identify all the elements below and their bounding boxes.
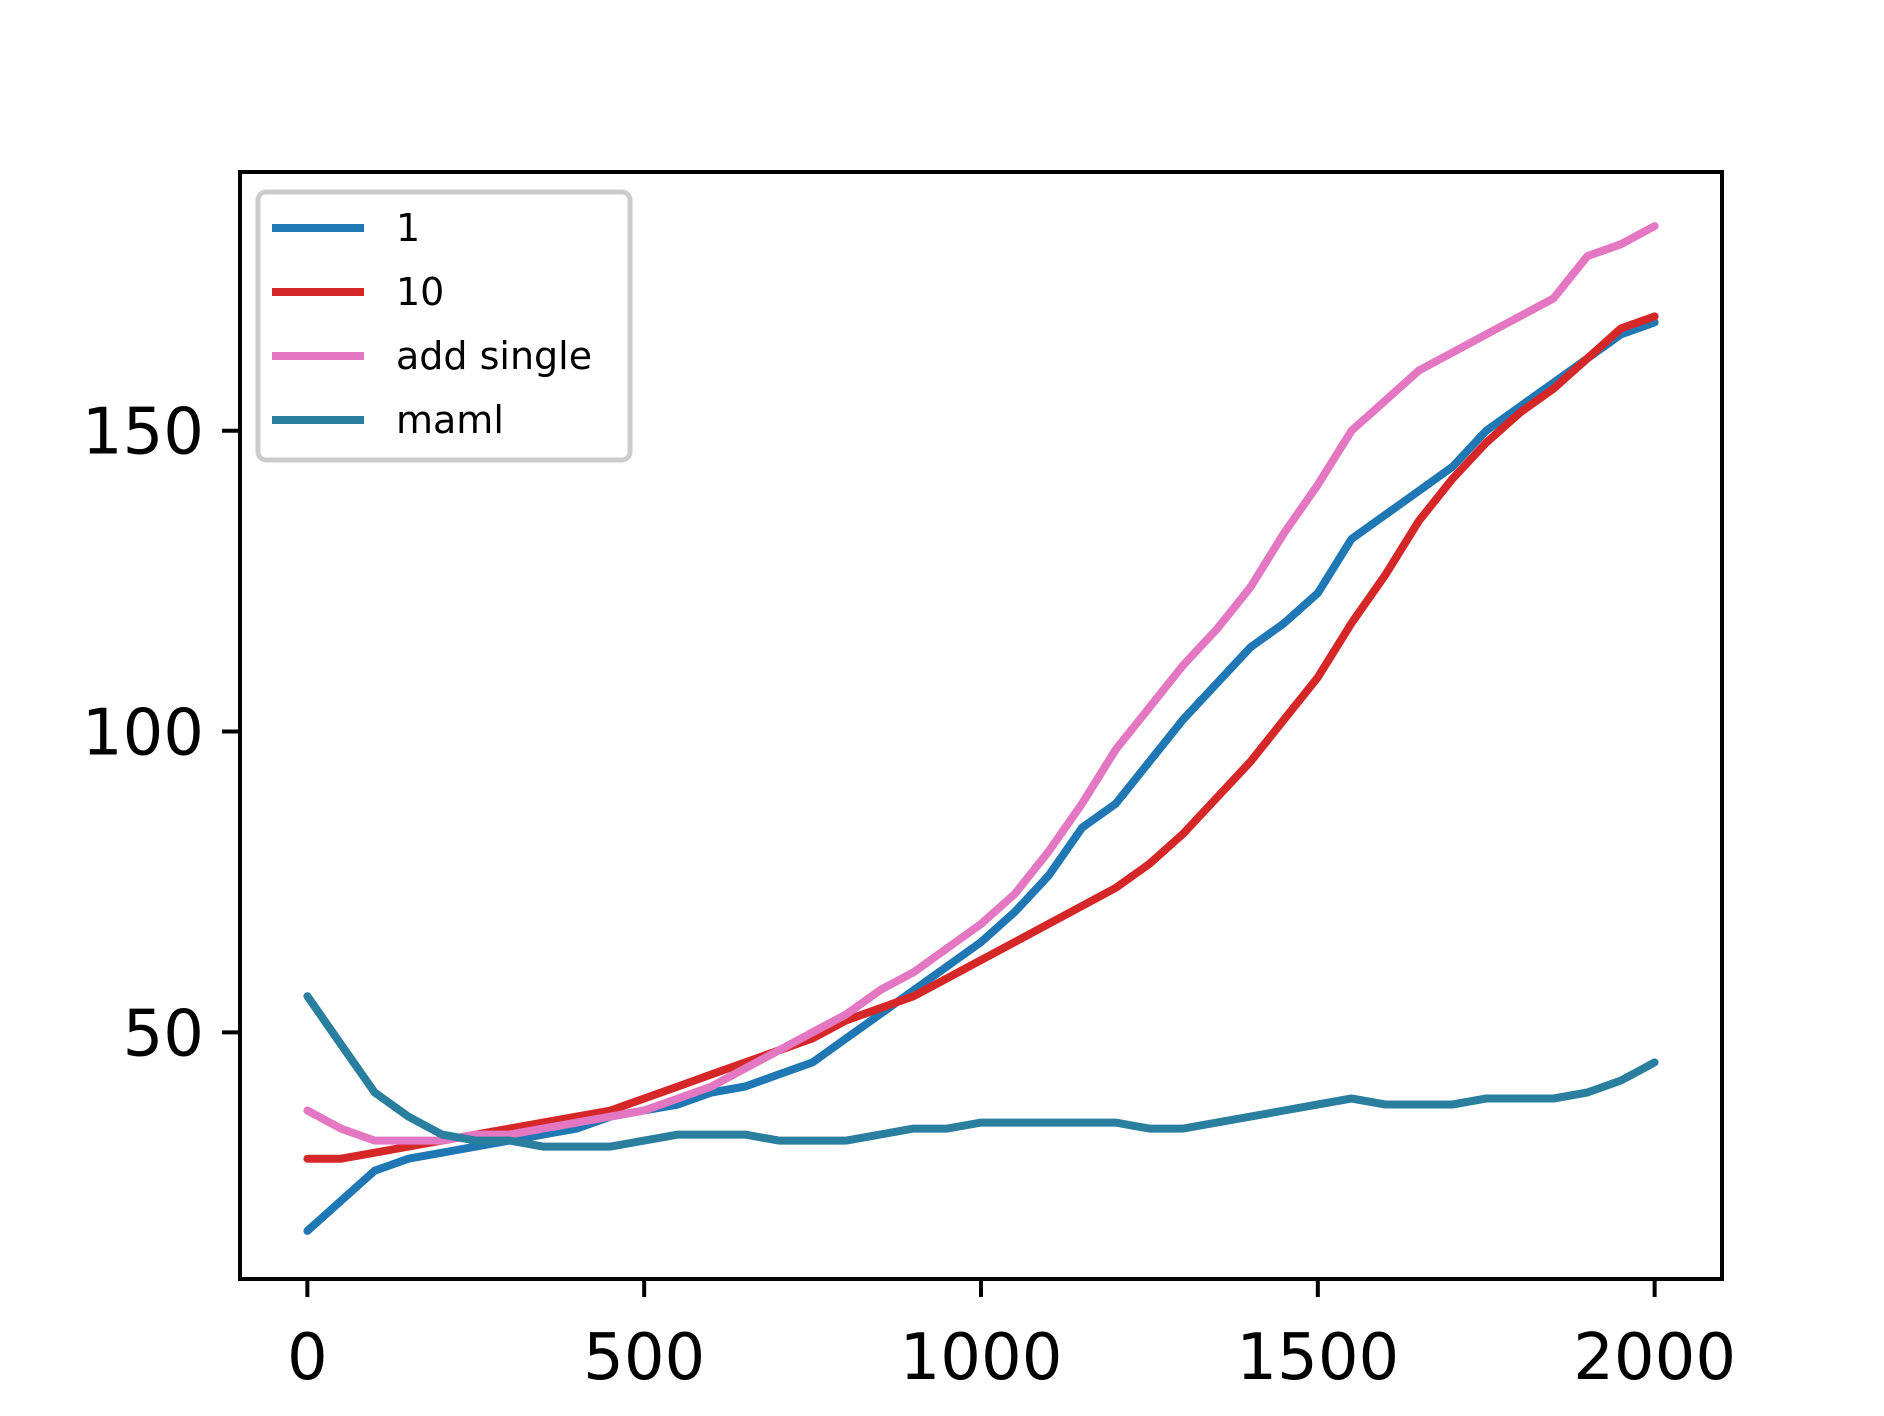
y-tick-label: 100 [82,697,204,771]
series-line-2 [303,222,1659,1145]
legend-label: 1 [396,206,420,250]
y-axis: 50 100 150 [82,396,240,1071]
x-axis: 0 500 1000 1500 2000 [287,1279,1736,1395]
series-layer [303,222,1659,1235]
x-tick-label: 2000 [1573,1321,1736,1395]
x-tick-label: 0 [287,1321,328,1395]
x-tick-label: 1500 [1236,1321,1399,1395]
series-line-0 [303,318,1659,1235]
legend: 1 10 add single maml [255,189,633,463]
legend-label: 10 [396,270,444,314]
legend-label: add single [396,334,592,378]
legend-box [255,189,633,463]
series-line-1 [303,312,1659,1163]
y-tick-label: 50 [123,997,204,1071]
legend-label: maml [396,398,504,442]
x-tick-label: 500 [583,1321,705,1395]
x-tick-label: 1000 [900,1321,1063,1395]
series-line-3 [303,992,1659,1151]
y-tick-label: 150 [82,396,204,470]
